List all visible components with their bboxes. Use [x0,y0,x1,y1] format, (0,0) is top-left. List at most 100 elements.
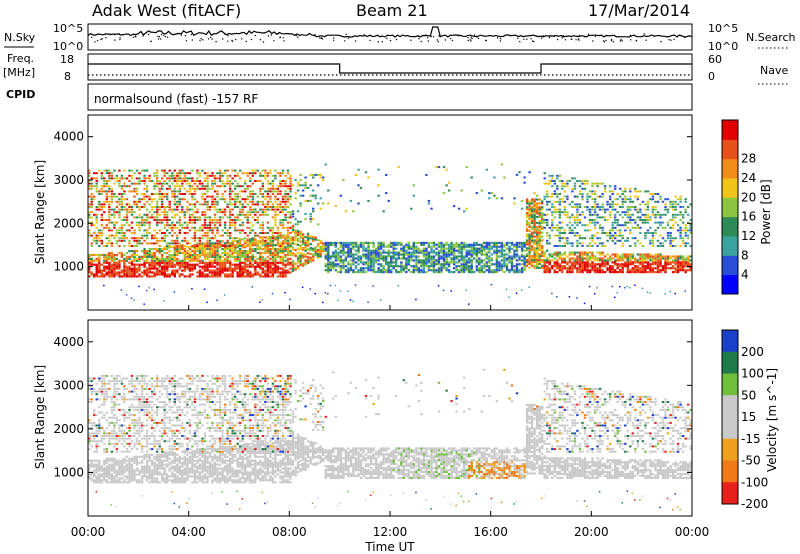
range-cell [135,221,139,224]
range-cell [666,221,670,224]
range-cell [276,185,280,188]
range-cell [105,193,108,195]
range-cell [271,203,275,206]
range-cell [198,253,202,257]
range-cell [176,203,179,206]
range-cell [626,285,629,288]
range-cell [447,243,451,246]
range-cell [286,242,290,245]
range-cell [347,269,350,272]
range-cell [284,226,287,229]
range-cell [299,261,302,265]
range-cell [143,229,146,232]
nsearch-label: N.Search [746,31,796,44]
range-cell [193,221,197,224]
range-cell [651,195,655,198]
range-cell [125,255,129,258]
range-cell [140,193,144,195]
range-cell [133,250,136,253]
range-cell [515,269,519,272]
range-cell [573,195,577,198]
range-cell [561,226,564,229]
range-cell [327,202,330,205]
range-cell [173,257,176,260]
range-cell [251,253,254,257]
range-cell [246,172,249,175]
range-cell [128,229,131,232]
range-cell [651,255,655,258]
range-cell [228,265,232,268]
range-cell [621,216,624,219]
range-cell [138,229,141,232]
range-cell [249,172,252,175]
range-cell [614,219,617,221]
range-cell [241,221,244,224]
range-cell [145,216,149,219]
range-cell [100,187,103,190]
range-cell [128,174,131,177]
range-cell [176,182,179,185]
range-cell [281,172,285,175]
range-cell [251,211,254,214]
range-cell [646,291,649,293]
range-cell [639,261,642,264]
range-cell [181,251,184,255]
range-cell [181,206,184,208]
range-cell [525,233,529,236]
range-cell [236,253,239,257]
range-cell [548,195,551,198]
range-cell [168,265,171,268]
range-cell [201,182,204,185]
range-cell [211,195,214,198]
range-cell [244,240,247,243]
range-cell [286,263,290,266]
range-cell [430,247,433,250]
range-cell [450,243,453,246]
range-cell [473,257,476,260]
range-cell [616,253,619,256]
range-cell [105,195,108,198]
range-cell [588,259,592,262]
range-cell [203,200,207,203]
range-cell [624,255,627,258]
range-cell [503,253,506,256]
range-cell [616,224,619,227]
range-cell [621,206,624,208]
range-cell [551,292,553,295]
range-cell [291,212,295,215]
nsearch-point [199,39,201,42]
range-cell [261,187,264,190]
range-cell [196,172,199,175]
range-cell [407,259,410,262]
range-cell [143,206,146,208]
range-cell [533,214,536,217]
range-cell [244,259,247,262]
range-cell [284,239,287,242]
range-cell [460,247,463,250]
range-cell [593,293,596,295]
range-cell [133,265,136,268]
range-cell [500,265,504,268]
range-cell [485,251,488,254]
range-cell [621,224,624,227]
nsearch-point [121,33,123,36]
range-cell [312,237,315,241]
range-cell [221,195,224,198]
nsearch-point [344,40,346,42]
range-cell [133,275,136,278]
nsearch-point [157,35,159,38]
freq-trace [88,63,692,74]
range-cell [276,255,280,258]
range-cell [166,246,169,249]
nsearch-point [100,38,102,41]
range-cell [352,245,355,248]
range-cell [578,203,582,206]
range-cell [525,239,529,242]
range-cell [327,263,330,266]
range-cell [128,275,131,278]
range-cell [629,200,632,203]
range-cell [236,267,239,270]
range-cell [178,221,181,224]
range-cell [90,263,93,266]
range-cell [523,261,526,264]
